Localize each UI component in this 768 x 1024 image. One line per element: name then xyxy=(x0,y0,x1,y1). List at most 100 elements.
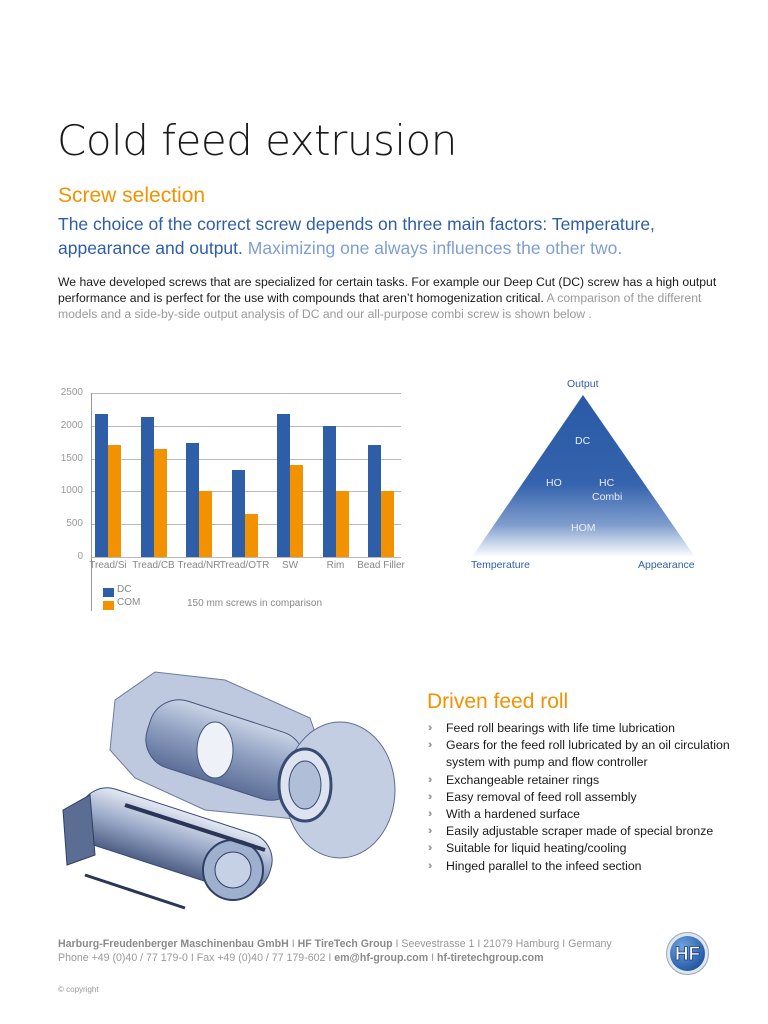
y-tick-label: 500 xyxy=(66,518,83,530)
bar-com xyxy=(244,513,258,557)
x-tick-label: Tread/OTR xyxy=(219,560,270,571)
feature-list-item: ›› Suitable for liquid heating/cooling xyxy=(428,840,738,857)
bar-com xyxy=(108,444,121,557)
x-tick-label: Tread/Si xyxy=(89,560,127,571)
copyright-text: © copyright xyxy=(58,985,99,994)
triangle-shape xyxy=(472,395,695,557)
svg-text:HF: HF xyxy=(675,944,700,965)
x-tick-label: Tread/NR xyxy=(177,560,221,571)
feature-text: With a hardened surface xyxy=(446,807,580,822)
lead-light: Maximizing one always influences the oth… xyxy=(247,238,623,258)
feature-list-item: ›› With a hardened surface xyxy=(428,806,738,823)
x-tick-label: Tread/CB xyxy=(132,560,175,571)
bar-dc xyxy=(368,444,381,557)
bar-dc xyxy=(322,426,336,557)
footer-company: Harburg-Freudenberger Maschinenbau GmbH xyxy=(58,938,289,950)
x-tick-label: SW xyxy=(281,560,299,571)
gridline xyxy=(92,425,401,427)
triangle-item-ho: HO xyxy=(546,477,562,489)
triangle-diagram: Output Temperature Appearance DC HO HC C… xyxy=(460,370,710,580)
double-chevron-right-icon: ›› xyxy=(428,842,433,855)
y-axis xyxy=(91,393,92,611)
feature-list-item: ›› Exchangeable retainer rings xyxy=(428,772,738,789)
gridline xyxy=(92,557,401,558)
bar-com xyxy=(335,491,349,557)
footer-fax: Fax +49 (0)40 / 77 179-602 xyxy=(196,952,326,964)
body-paragraph: We have developed screws that are specia… xyxy=(58,274,718,322)
bar-dc xyxy=(140,417,154,557)
feature-text: Hinged parallel to the infeed section xyxy=(446,858,642,873)
lead-paragraph: The choice of the correct screw depends … xyxy=(58,212,738,260)
feature-list: ›› Feed roll bearings with life time lubr… xyxy=(428,720,738,875)
triangle-label-temperature: Temperature xyxy=(471,559,530,571)
footer-contact: Harburg-Freudenberger Maschinenbau GmbH … xyxy=(58,937,658,965)
legend-swatch-com xyxy=(103,601,114,610)
gridline xyxy=(92,458,401,460)
footer-address: Seevestrasse 1 xyxy=(401,938,475,950)
bar-dc xyxy=(277,413,290,557)
bar-com xyxy=(381,491,394,557)
feature-text: Suitable for liquid heating/cooling xyxy=(446,841,627,856)
page-title: Cold feed extrusion xyxy=(57,116,457,165)
footer-line-2: Phone +49 (0)40 / 77 179-0 I Fax +49 (0)… xyxy=(58,952,544,964)
bar-com xyxy=(290,465,303,557)
footer-line-1: Harburg-Freudenberger Maschinenbau GmbH … xyxy=(58,938,612,950)
double-chevron-right-icon: ›› xyxy=(428,739,433,752)
feature-text: Exchangeable retainer rings xyxy=(446,772,600,787)
triangle-item-combi: Combi xyxy=(592,491,623,503)
bar-com xyxy=(199,491,212,557)
feature-text: Gears for the feed roll lubricated by an… xyxy=(446,738,730,770)
feature-text: Easily adjustable scraper made of specia… xyxy=(446,824,714,839)
double-chevron-right-icon: ›› xyxy=(428,790,433,803)
feature-list-item: ›› Feed roll bearings with life time lubr… xyxy=(428,720,738,737)
triangle-item-dc: DC xyxy=(575,435,591,447)
double-chevron-right-icon: ›› xyxy=(428,825,433,838)
y-tick-label: 1500 xyxy=(60,452,83,464)
feature-text: Easy removal of feed roll assembly xyxy=(446,789,637,804)
x-tick-label: Bead Filler xyxy=(357,560,405,571)
feature-list-item: ›› Hinged parallel to the infeed section xyxy=(428,858,738,875)
footer-phone: Phone +49 (0)40 / 77 179-0 xyxy=(58,952,188,964)
double-chevron-right-icon: ›› xyxy=(428,859,433,872)
section-heading-screw-selection: Screw selection xyxy=(58,184,206,207)
feature-text: Feed roll bearings with life time lubric… xyxy=(446,721,675,735)
bar-dc xyxy=(95,413,108,557)
triangle-item-hom: HOM xyxy=(571,522,596,534)
bar-com xyxy=(153,449,167,557)
machine-illustration xyxy=(62,671,396,910)
triangle-label-output: Output xyxy=(567,378,599,390)
feature-list-item: ›› Gears for the feed roll lubricated by … xyxy=(428,737,738,771)
legend-label-com: COM xyxy=(117,597,141,608)
bar-chart-output-comparison: 0 500 1000 1500 2000 2500 Tread/Si Tread/CB Trea… xyxy=(55,385,415,615)
legend-label-dc: DC xyxy=(117,584,132,595)
feature-list-item: ›› Easily adjustable scraper made of spec… xyxy=(428,823,738,840)
chart-note: 150 mm screws in comparison xyxy=(187,598,323,609)
y-tick-label: 2500 xyxy=(60,387,83,398)
double-chevron-right-icon: ›› xyxy=(428,808,433,821)
y-tick-label: 0 xyxy=(77,551,83,562)
legend-swatch-dc xyxy=(103,588,114,597)
bar-dc xyxy=(231,470,245,557)
triangle-label-appearance: Appearance xyxy=(638,559,695,571)
body-gray: A comparison of the different models and… xyxy=(58,291,702,321)
footer-web-link[interactable]: hf-tiretechgroup.com xyxy=(437,952,544,964)
footer-city: 21079 Hamburg xyxy=(483,938,560,950)
double-chevron-right-icon: ›› xyxy=(428,773,433,786)
x-tick-label: Rim xyxy=(326,560,345,571)
hf-logo-icon: HF xyxy=(666,932,709,975)
hf-logo: HF xyxy=(665,931,710,976)
footer-email-link[interactable]: em@hf-group.com xyxy=(334,952,429,964)
section-heading-driven-feed-roll: Driven feed roll xyxy=(427,690,569,713)
gridline xyxy=(92,491,401,493)
y-tick-label: 1000 xyxy=(60,485,83,497)
triangle-item-hc: HC xyxy=(599,477,615,489)
y-tick-label: 2000 xyxy=(60,419,83,431)
feature-list-item: ›› Easy removal of feed roll assembly xyxy=(428,789,738,806)
footer-country: Germany xyxy=(568,938,612,950)
gridline xyxy=(92,393,401,394)
body-dark: We have developed screws that are specia… xyxy=(58,275,717,305)
double-chevron-right-icon: ›› xyxy=(428,722,433,734)
lead-strong: The choice of the correct screw depends … xyxy=(58,214,655,258)
feed-roll-machine-image xyxy=(55,660,405,920)
footer-group: HF TireTech Group xyxy=(297,938,393,950)
